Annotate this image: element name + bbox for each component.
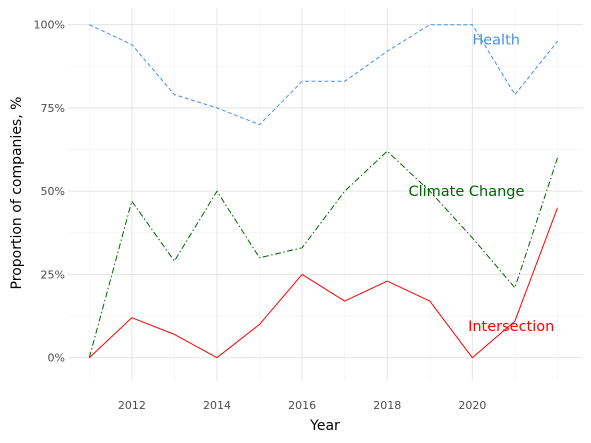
y-tick-label: 0% bbox=[48, 352, 65, 365]
x-tick-label: 2016 bbox=[288, 399, 316, 412]
series-lines bbox=[88, 24, 558, 359]
series-line-intersection bbox=[88, 207, 558, 359]
x-axis-title: Year bbox=[309, 418, 340, 434]
x-axis-ticks: 2012 2014 2016 2018 2020 bbox=[118, 399, 486, 412]
y-axis-title: Proportion of companies, % bbox=[9, 97, 25, 290]
x-tick-label: 2020 bbox=[458, 399, 486, 412]
series-label-intersection: Intersection bbox=[468, 319, 554, 335]
y-tick-label: 100% bbox=[34, 19, 65, 32]
major-gridlines bbox=[68, 8, 583, 381]
series-line-climate-change bbox=[88, 150, 558, 358]
series-labels: Health Climate Change Intersection bbox=[408, 33, 554, 335]
series-label-health: Health bbox=[472, 33, 520, 49]
x-tick-label: 2018 bbox=[373, 399, 401, 412]
y-tick-label: 50% bbox=[41, 185, 65, 198]
series-label-climate-change: Climate Change bbox=[408, 184, 524, 200]
series-line-health bbox=[89, 24, 558, 126]
x-tick-label: 2014 bbox=[203, 399, 231, 412]
y-axis-ticks: 0% 25% 50% 75% 100% bbox=[34, 19, 65, 365]
minor-gridlines bbox=[68, 8, 583, 381]
x-tick-label: 2012 bbox=[118, 399, 146, 412]
y-tick-label: 75% bbox=[41, 102, 65, 115]
y-tick-label: 25% bbox=[41, 268, 65, 281]
